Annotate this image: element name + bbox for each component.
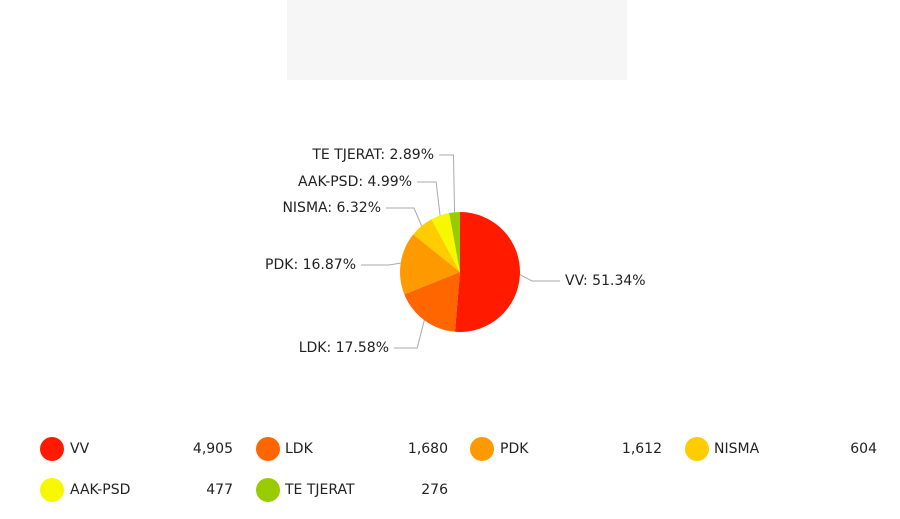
leader-line — [394, 320, 425, 349]
slice-label: TE TJERAT: 2.89% — [311, 147, 434, 163]
legend-label: TE TJERAT — [284, 482, 355, 498]
pie-slice — [400, 234, 460, 295]
pie-slice — [454, 212, 520, 332]
leader-line — [417, 181, 441, 216]
pie-slice — [404, 272, 460, 332]
legend-count: 1,612 — [622, 441, 662, 457]
placeholder-box — [287, 0, 627, 80]
legend-count: 4,905 — [193, 441, 233, 457]
legend-label: NISMA — [714, 441, 760, 457]
legend-label: LDK — [285, 441, 314, 457]
legend-swatch — [685, 437, 709, 461]
leader-line — [439, 154, 456, 213]
legend-swatch — [40, 437, 64, 461]
legend-swatch — [256, 437, 280, 461]
legend-count: 1,680 — [408, 441, 448, 457]
slice-label: NISMA: 6.32% — [282, 200, 381, 216]
leader-line — [361, 262, 401, 266]
slice-label: AAK-PSD: 4.99% — [298, 174, 412, 190]
legend-count: 477 — [206, 482, 233, 498]
pie-slice — [431, 212, 460, 272]
pie-slice — [449, 212, 460, 272]
legend-count: 604 — [850, 441, 877, 457]
pie-slice — [413, 219, 460, 272]
legend-swatch — [470, 437, 494, 461]
legend-label: VV — [70, 441, 90, 457]
legend-swatch — [256, 478, 280, 502]
leader-line — [519, 274, 560, 282]
legend-label: AAK-PSD — [70, 482, 130, 498]
legend-label: PDK — [500, 441, 529, 457]
legend-count: 276 — [421, 482, 448, 498]
legend-swatch — [40, 478, 64, 502]
slice-label: LDK: 17.58% — [299, 340, 389, 356]
leader-line — [386, 207, 423, 227]
slice-label: PDK: 16.87% — [265, 257, 356, 273]
slice-label: VV: 51.34% — [565, 273, 646, 289]
